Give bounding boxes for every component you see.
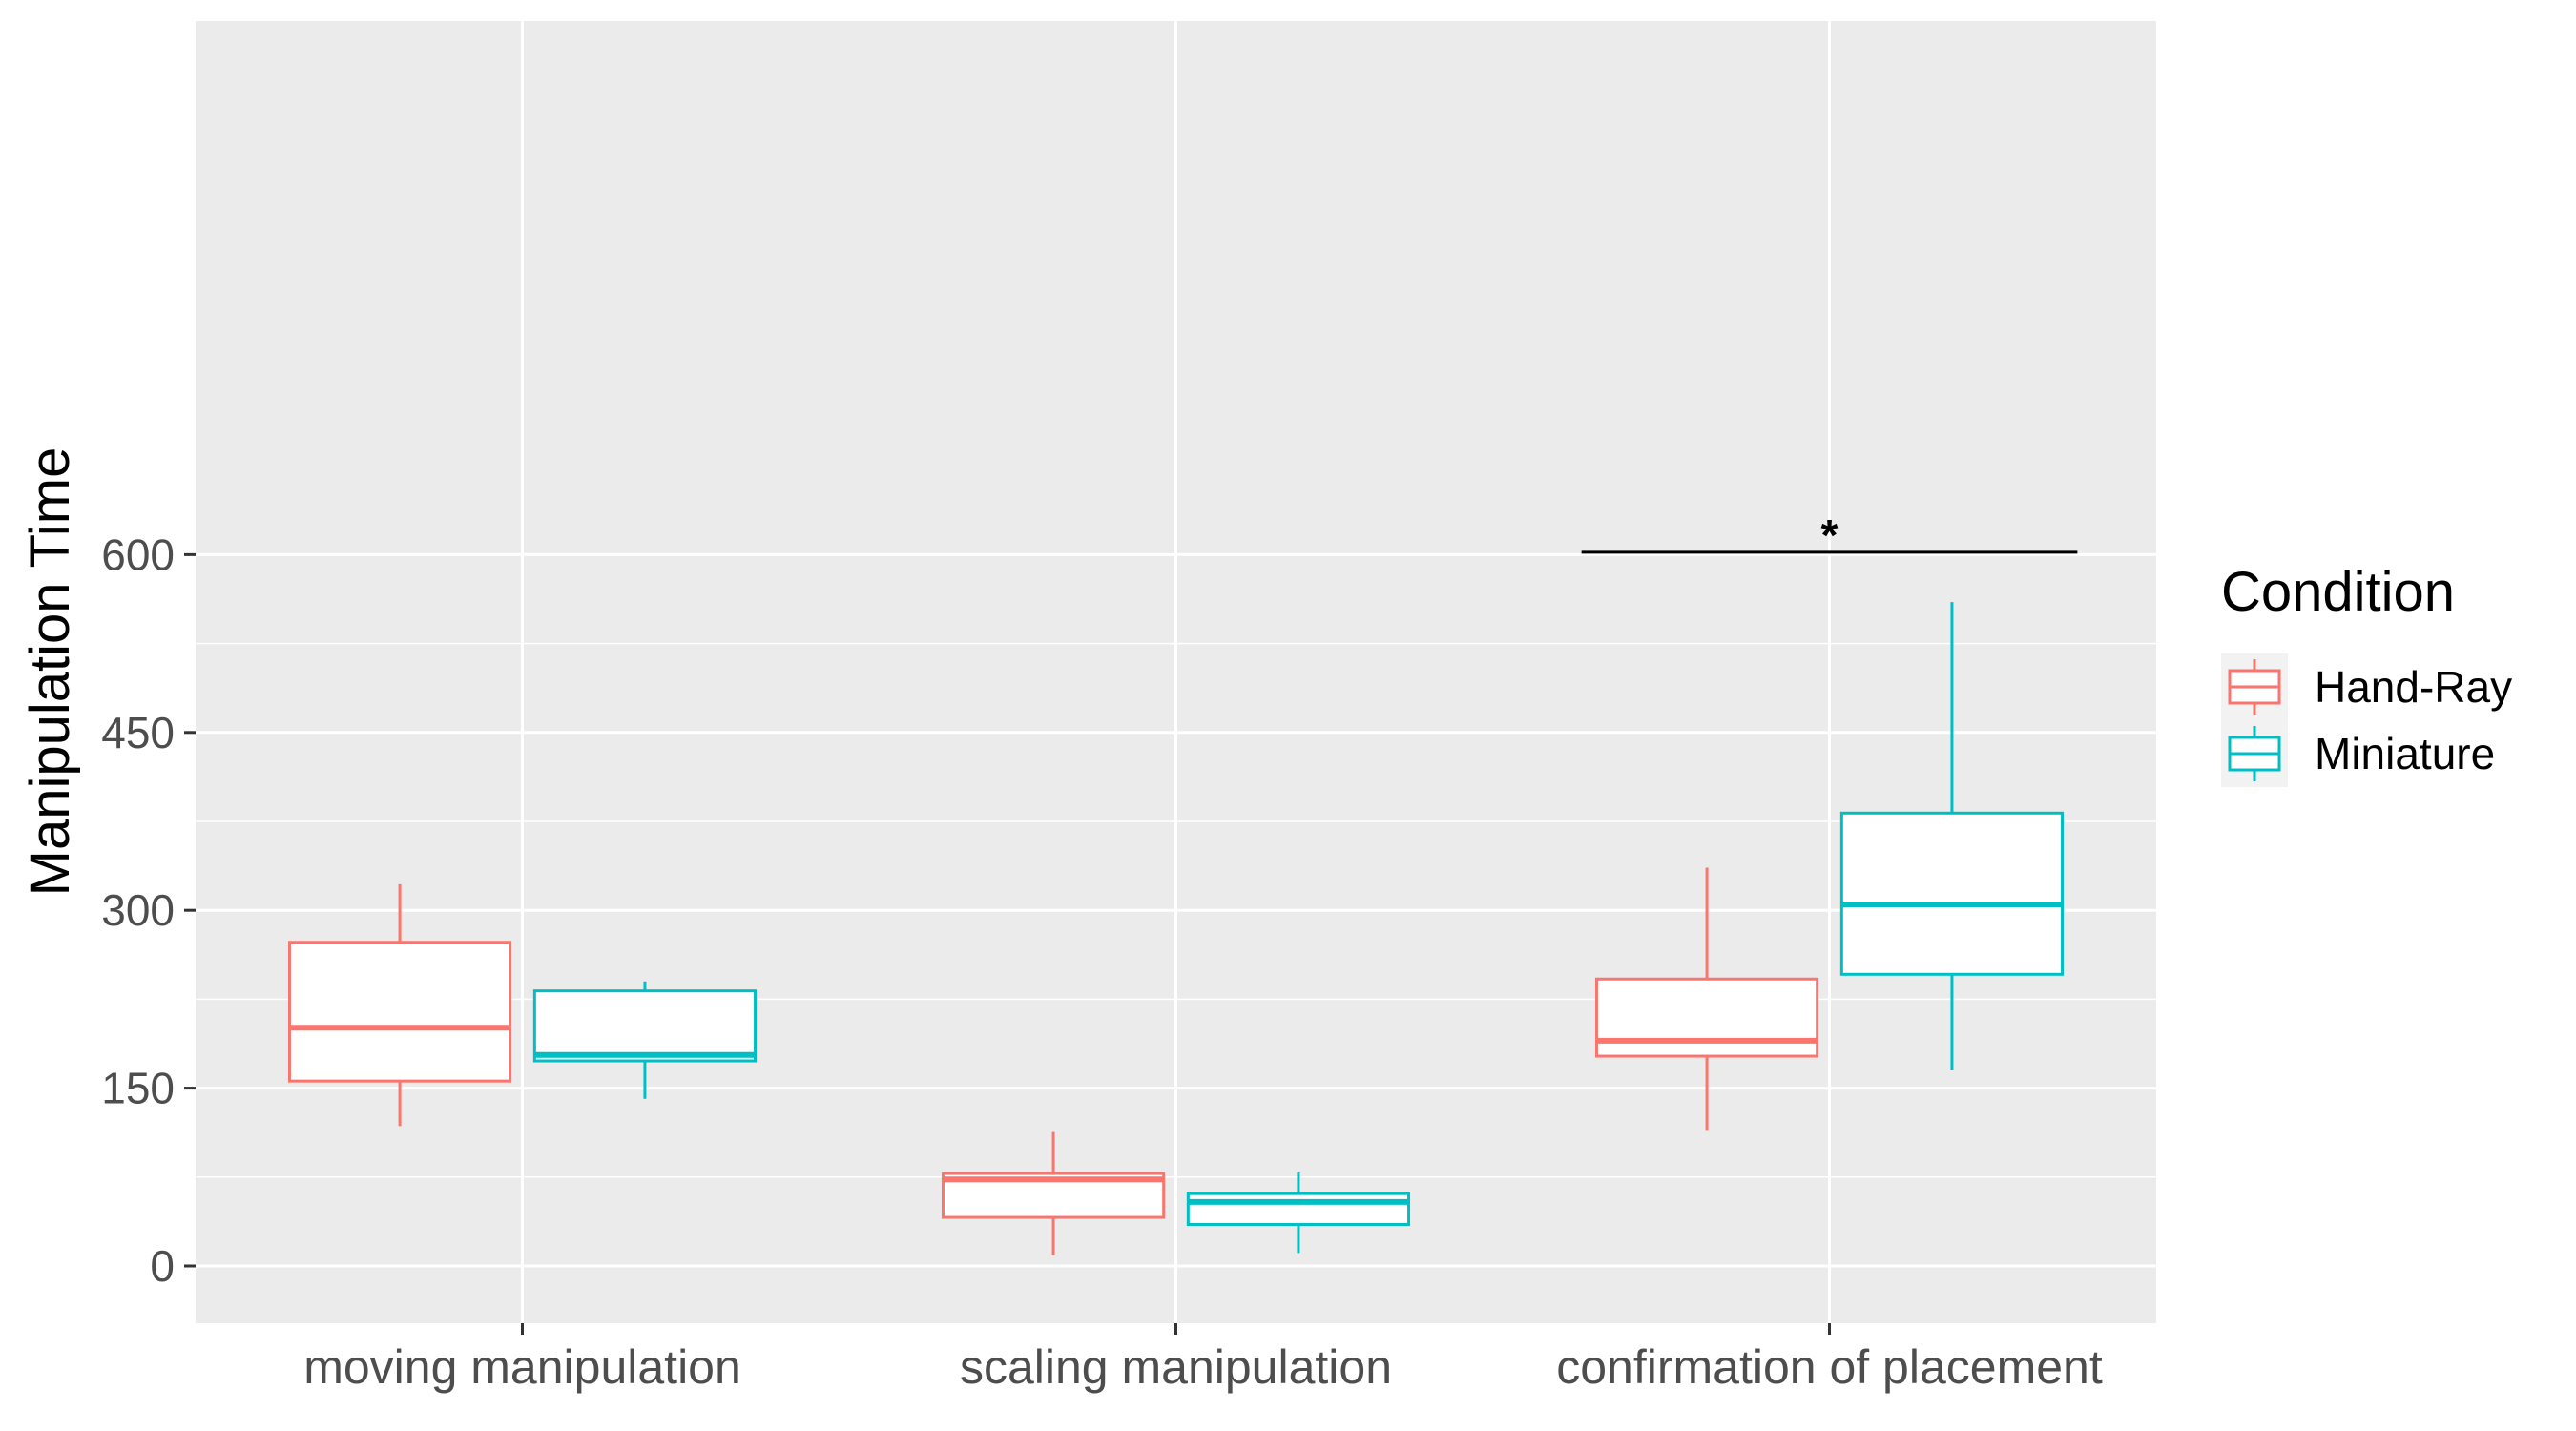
box-hand-ray-0 <box>287 883 512 1127</box>
legend-item-miniature: Miniature <box>2221 720 2495 787</box>
significance-label: * <box>1821 510 1839 560</box>
x-tick-label: moving manipulation <box>303 1340 741 1394</box>
box-iqr <box>287 941 512 1083</box>
box-hand-ray-2 <box>1594 867 1819 1131</box>
box-iqr <box>1839 811 2065 976</box>
legend-label: Hand-Ray <box>2315 662 2512 712</box>
x-axis: moving manipulation scaling manipulation c… <box>303 1323 2103 1394</box>
box-marks <box>287 602 2065 1255</box>
legend-label: Miniature <box>2315 729 2495 778</box>
y-axis-title: Manipulation Time <box>19 447 81 897</box>
x-tick-label: scaling manipulation <box>960 1340 1392 1394</box>
box-miniature-1 <box>1186 1172 1411 1254</box>
box-iqr <box>1186 1192 1411 1227</box>
box-iqr <box>1594 977 1819 1058</box>
y-tick-label: 600 <box>101 529 175 579</box>
box-iqr <box>532 989 758 1063</box>
y-tick-label: 0 <box>150 1241 175 1291</box>
legend-title: Condition <box>2221 561 2455 623</box>
box-miniature-0 <box>532 981 758 1099</box>
y-axis: 0 150 300 450 600 <box>101 529 196 1291</box>
x-tick-label: confirmation of placement <box>1556 1340 2103 1394</box>
legend-item-hand-ray: Hand-Ray <box>2221 653 2512 720</box>
y-tick-label: 300 <box>101 885 175 935</box>
major-gridlines <box>196 21 2156 1323</box>
significance-annotations: * <box>1581 510 2078 560</box>
box-hand-ray-1 <box>941 1131 1166 1255</box>
y-tick-label: 450 <box>101 708 175 757</box>
legend: Condition Hand-Ray Miniature <box>2221 561 2512 787</box>
y-tick-label: 150 <box>101 1064 175 1113</box>
box-miniature-2 <box>1839 602 2065 1070</box>
